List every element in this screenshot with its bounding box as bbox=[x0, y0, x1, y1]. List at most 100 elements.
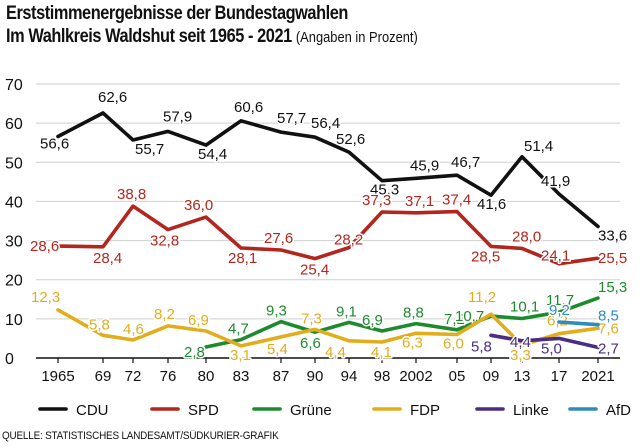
x-tick-label-05: 05 bbox=[449, 368, 466, 385]
data-label-cdu-09: 41,6 bbox=[477, 196, 506, 213]
legend-label-cdu: CDU bbox=[76, 402, 109, 419]
data-label-cdu-83: 60,6 bbox=[234, 99, 263, 116]
y-tick-label-10: 10 bbox=[5, 312, 23, 329]
x-tick-label-90: 90 bbox=[307, 368, 324, 385]
data-label-cdu-80: 54,4 bbox=[198, 146, 227, 163]
data-label-fdp-13: 3,3 bbox=[510, 347, 531, 364]
data-label-gruene-80: 2,8 bbox=[184, 344, 205, 361]
data-label-spd-17: 24,1 bbox=[541, 248, 570, 265]
x-tick-label-17: 17 bbox=[551, 368, 568, 385]
data-label-linke-17: 5,0 bbox=[541, 340, 562, 357]
data-label-cdu-05: 46,7 bbox=[451, 154, 480, 171]
data-label-gruene-87: 9,3 bbox=[266, 303, 287, 320]
data-label-gruene-13: 10,1 bbox=[510, 298, 539, 315]
data-label-cdu-76: 57,9 bbox=[163, 108, 192, 125]
data-label-cdu-98: 45,3 bbox=[370, 182, 399, 199]
data-label-spd-94: 28,2 bbox=[334, 232, 363, 249]
data-label-spd-2002: 37,1 bbox=[405, 193, 434, 210]
x-tick-label-76: 76 bbox=[160, 368, 177, 385]
data-label-spd-05: 37,4 bbox=[442, 192, 471, 209]
data-label-fdp-83: 3,1 bbox=[230, 347, 251, 364]
y-tick-label-30: 30 bbox=[5, 234, 23, 251]
y-tick-label-60: 60 bbox=[5, 116, 23, 133]
series-line-cdu bbox=[56, 111, 600, 229]
data-label-gruene-83: 4,7 bbox=[228, 321, 249, 338]
data-label-cdu-1965: 56,6 bbox=[40, 135, 69, 152]
data-label-fdp-94: 4,4 bbox=[325, 344, 346, 361]
data-label-spd-72: 38,8 bbox=[117, 186, 146, 203]
data-label-spd-76: 32,8 bbox=[150, 233, 179, 250]
series-line-spd bbox=[56, 204, 600, 266]
source-note: QUELLE: STATISTISCHES LANDESAMT/SÜDKURIE… bbox=[2, 430, 279, 442]
data-label-fdp-90: 7,3 bbox=[301, 310, 322, 327]
data-label-fdp-05: 6,0 bbox=[443, 336, 464, 353]
data-label-linke-2021: 2,7 bbox=[598, 340, 619, 357]
data-label-fdp-72: 4,6 bbox=[123, 321, 144, 338]
x-tick-label-1965: 1965 bbox=[41, 368, 74, 385]
title-line-2: Im Wahlkreis Waldshut seit 1965 - 2021 (… bbox=[6, 25, 418, 49]
data-label-spd-69: 28,4 bbox=[93, 250, 122, 267]
data-label-spd-13: 28,0 bbox=[512, 228, 541, 245]
data-label-spd-83: 28,1 bbox=[228, 250, 257, 267]
data-label-cdu-2021: 33,6 bbox=[598, 227, 627, 244]
data-label-gruene-90: 6,6 bbox=[300, 335, 321, 352]
y-tick-label-40: 40 bbox=[5, 194, 23, 211]
data-label-gruene-2021: 15,3 bbox=[598, 279, 627, 296]
data-label-gruene-98: 6,9 bbox=[362, 312, 383, 329]
data-label-spd-90: 25,4 bbox=[300, 262, 329, 279]
data-label-fdp-87: 5,4 bbox=[267, 341, 288, 358]
x-tick-label-83: 83 bbox=[233, 368, 250, 385]
legend-label-fdp: FDP bbox=[410, 402, 440, 419]
title-line-2-text: Im Wahlkreis Waldshut seit 1965 - 2021 bbox=[6, 26, 292, 47]
x-tick-label-80: 80 bbox=[198, 368, 215, 385]
data-label-cdu-69: 62,6 bbox=[98, 89, 127, 106]
data-label-gruene-94: 9,1 bbox=[336, 303, 357, 320]
legend-label-gruene: Grüne bbox=[290, 402, 332, 419]
data-label-gruene-05: 7,2 bbox=[444, 311, 465, 328]
x-tick-label-69: 69 bbox=[95, 368, 112, 385]
data-label-gruene-2002: 8,8 bbox=[403, 305, 424, 322]
x-tick-label-09: 09 bbox=[483, 368, 500, 385]
y-tick-label-20: 20 bbox=[5, 273, 23, 290]
title-note: (Angaben in Prozent) bbox=[295, 29, 418, 46]
data-label-spd-2021: 25,5 bbox=[598, 250, 627, 267]
data-label-afd-2021: 8,5 bbox=[598, 308, 619, 325]
data-label-fdp-69: 5,8 bbox=[89, 316, 110, 333]
series-line-afd bbox=[557, 320, 600, 327]
data-label-linke-13: 4,4 bbox=[510, 334, 531, 351]
y-tick-label-50: 50 bbox=[5, 155, 23, 172]
x-tick-label-13: 13 bbox=[514, 368, 531, 385]
data-label-fdp-76: 8,2 bbox=[154, 306, 175, 323]
data-label-cdu-94: 52,6 bbox=[336, 131, 365, 148]
data-label-gruene-17: 11,7 bbox=[546, 292, 574, 309]
data-label-cdu-72: 55,7 bbox=[135, 141, 164, 158]
data-label-spd-80: 36,0 bbox=[184, 197, 213, 214]
x-tick-label-94: 94 bbox=[341, 368, 358, 385]
data-label-fdp-1965: 12,3 bbox=[31, 289, 60, 306]
legend-label-linke: Linke bbox=[513, 402, 549, 419]
data-label-spd-98: 37,3 bbox=[362, 192, 391, 209]
x-tick-label-72: 72 bbox=[125, 368, 142, 385]
data-label-fdp-98: 4,1 bbox=[371, 344, 392, 361]
data-label-spd-1965: 28,6 bbox=[30, 238, 59, 255]
data-label-cdu-17: 41,9 bbox=[541, 173, 570, 190]
title-line-1: Erststimmenergebnisse der Bundestagwahle… bbox=[6, 3, 348, 24]
data-label-linke-09: 5,8 bbox=[471, 338, 492, 355]
series-line-gruene bbox=[204, 296, 600, 349]
data-label-spd-09: 28,5 bbox=[471, 248, 500, 265]
y-tick-label-0: 0 bbox=[5, 351, 14, 368]
series-line-linke bbox=[489, 333, 600, 350]
series-line-fdp bbox=[56, 308, 600, 348]
data-label-cdu-90: 56,4 bbox=[311, 115, 340, 132]
x-tick-label-2021: 2021 bbox=[581, 368, 614, 385]
data-label-cdu-87: 57,7 bbox=[277, 110, 306, 127]
x-tick-label-2002: 2002 bbox=[399, 368, 432, 385]
data-label-fdp-09: 11,2 bbox=[468, 289, 496, 306]
legend-label-afd: AfD bbox=[606, 402, 631, 419]
data-label-cdu-13: 51,4 bbox=[524, 138, 553, 155]
data-label-fdp-2021: 7,6 bbox=[598, 320, 619, 337]
data-label-fdp-80: 6,9 bbox=[188, 312, 209, 329]
data-label-afd-17: 9,2 bbox=[549, 302, 570, 319]
x-tick-label-98: 98 bbox=[374, 368, 391, 385]
